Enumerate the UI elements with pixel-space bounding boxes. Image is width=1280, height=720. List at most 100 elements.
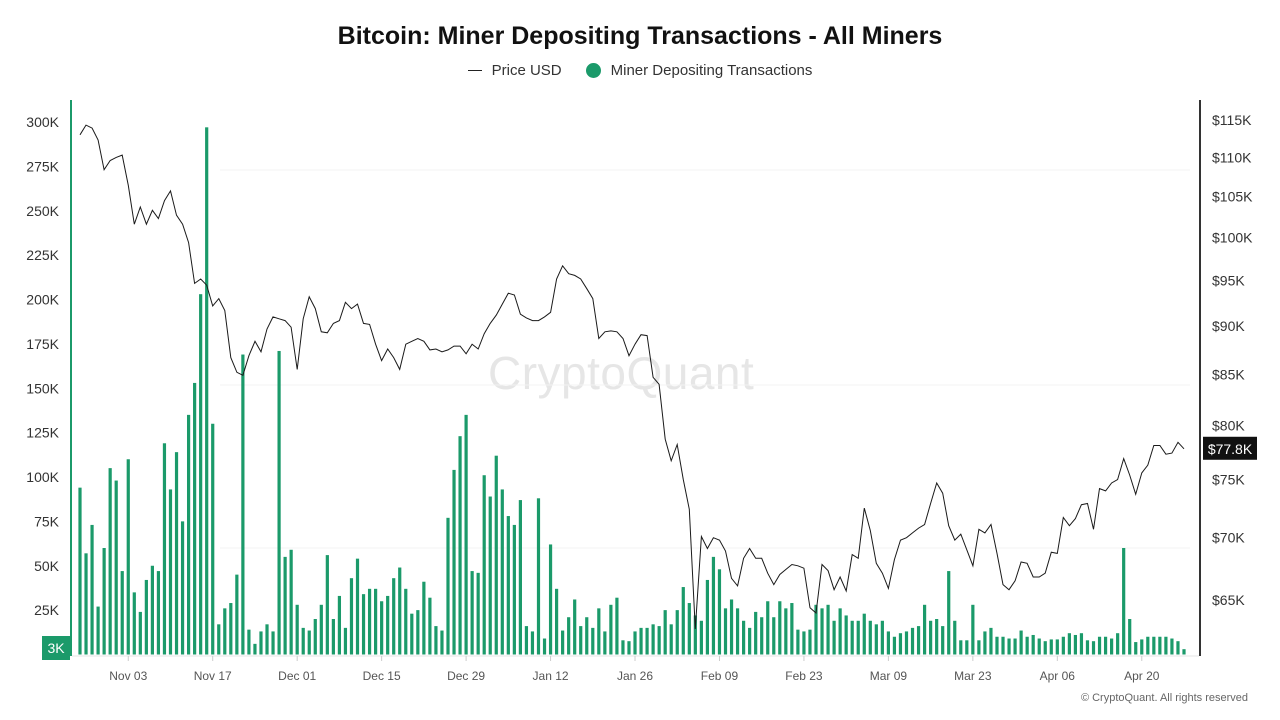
bar-miner-deposits [645,627,649,655]
bar-miner-deposits [440,630,444,655]
bar-miner-deposits [108,468,112,655]
bar-miner-deposits [114,480,118,655]
bar-miner-deposits [603,631,607,655]
bar-miner-deposits [1097,636,1102,655]
bar-miner-deposits [325,555,329,655]
bar-miner-deposits [331,619,335,655]
bar-miner-deposits [554,588,559,655]
bar-miner-deposits [223,608,227,655]
footer-copyright: © CryptoQuant. All rights reserved [1080,692,1248,704]
right-tick-label: $100K [1212,230,1253,246]
bar-miner-deposits [711,556,716,655]
bar-miner-deposits [1140,639,1144,655]
bar-miner-deposits [609,604,613,655]
bar-miner-deposits [995,636,999,655]
bar-miner-deposits [814,604,818,655]
bar-miner-deposits [361,594,366,655]
bar-miner-deposits [862,613,866,655]
price-line-legend-icon [467,70,482,71]
bar-miner-deposits [78,487,82,655]
left-current-value-label: 3K [47,640,65,656]
bar-miner-deposits [947,571,951,655]
bar-miner-deposits [536,498,541,655]
right-tick-label: $90K [1212,318,1245,334]
right-tick-label: $110K [1212,149,1252,165]
bar-miner-deposits [235,574,239,655]
bar-miner-deposits [1037,638,1041,655]
bar-miner-deposits [271,631,275,655]
bar-miner-deposits [542,638,547,655]
bar-miner-deposits [898,633,903,655]
bar-miner-deposits [398,567,402,655]
bar-miner-deposits [193,382,197,655]
bar-miner-deposits [820,608,824,655]
bar-miner-deposits [1182,649,1186,655]
bar-miner-deposits [826,604,830,655]
right-tick-label: $70K [1212,530,1245,546]
right-tick-label: $65K [1212,592,1245,608]
bar-miner-deposits [307,630,311,655]
bar-miner-deposits [754,611,758,655]
bar-miner-deposits [120,571,124,655]
bar-miner-deposits [778,601,782,655]
bar-miner-deposits [693,615,697,655]
bar-miner-deposits [808,629,812,655]
bar-miner-deposits [868,620,872,655]
left-current-value-badge [42,636,70,660]
legend-transactions[interactable]: Miner Depositing Transactions [610,62,813,79]
bar-miner-deposits [585,617,589,655]
bar-miner-deposits [289,549,293,655]
left-tick-label: 125K [26,425,59,441]
x-tick-label: Nov 03 [109,669,147,683]
bar-miner-deposits [802,631,806,655]
bar-miner-deposits [983,631,987,655]
bar-miner-deposits [850,620,854,655]
bar-miner-deposits [784,608,788,655]
bar-miner-deposits [464,414,468,655]
bar-miner-deposits [844,615,848,655]
bar-miner-deposits [506,516,510,655]
bar-miner-deposits [434,626,438,655]
right-tick-label: $85K [1212,366,1245,382]
price-usd-line [79,124,1185,630]
bar-miner-deposits [283,556,287,655]
bar-miner-deposits [1158,636,1162,655]
left-tick-label: 50K [34,558,60,574]
bar-miner-deposits [597,608,601,655]
chart-title: Bitcoin: Miner Depositing Transactions -… [337,22,943,50]
bar-miner-deposits [965,640,969,655]
bar-miner-deposits [874,624,878,655]
bar-miner-deposits [717,569,722,655]
bar-miner-deposits [766,601,770,655]
bar-miner-deposits [416,610,420,655]
bar-miner-deposits [1031,634,1035,655]
bar-miner-deposits [355,558,360,655]
bar-miner-deposits [663,610,667,655]
right-tick-label: $80K [1212,417,1245,433]
bar-miner-deposits [247,629,251,655]
bar-miner-deposits [404,588,408,655]
right-current-value-badge [1203,436,1257,460]
bar-miner-deposits [277,350,281,655]
left-tick-label: 275K [26,158,59,174]
bar-miner-deposits [561,630,565,655]
bar-miner-deposits [446,517,450,655]
bar-miner-deposits [935,619,939,655]
bar-miner-deposits [422,581,426,655]
right-tick-label: $105K [1212,189,1253,205]
right-tick-label: $115K [1212,112,1252,128]
bar-miner-deposits [132,592,136,655]
bar-miner-deposits [904,631,909,655]
x-tick-label: Feb 09 [701,669,739,683]
bar-miner-deposits [971,604,975,655]
left-tick-label: 300K [26,114,59,130]
bar-miner-deposits [180,521,185,655]
bar-miner-deposits [265,624,269,655]
bar-miner-deposits [790,603,794,655]
bar-miner-deposits [1013,638,1017,655]
bar-miner-deposits [729,599,734,655]
legend-price[interactable]: Price USD [491,62,562,79]
bar-miner-deposits [681,587,685,655]
left-tick-label: 100K [26,469,59,485]
bar-miner-deposits [343,627,348,655]
